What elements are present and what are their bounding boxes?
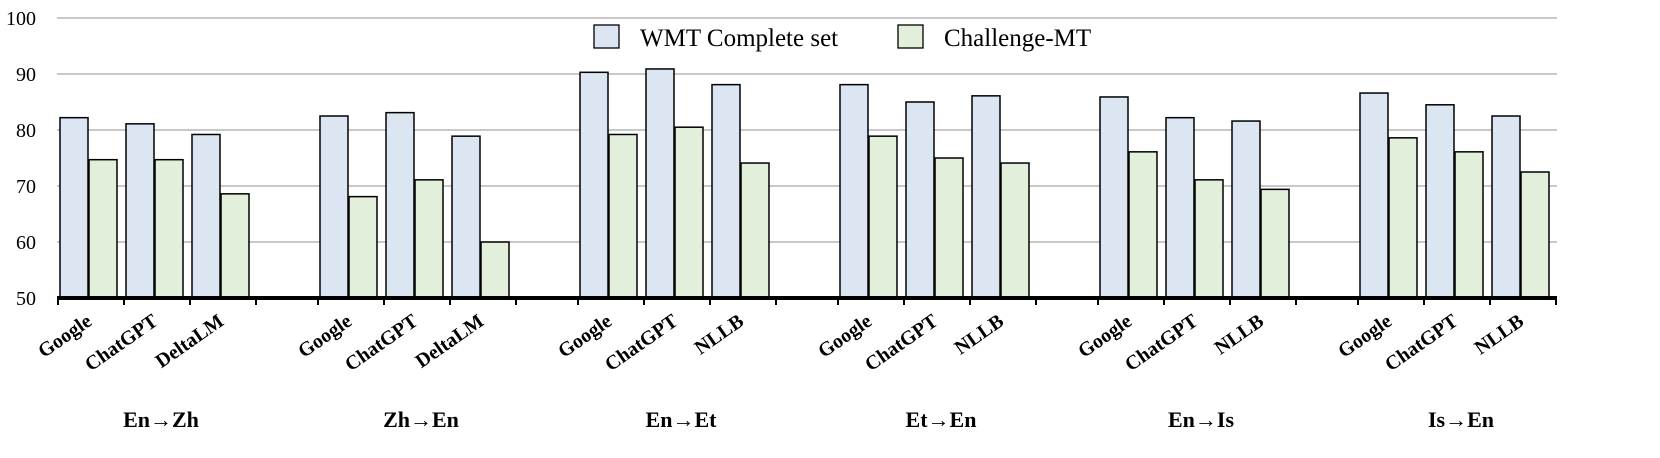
model-label: DeltaLM — [152, 310, 228, 373]
bar-wmt-complete-set — [839, 83, 869, 299]
legend-swatch — [593, 24, 620, 49]
model-label: DeltaLM — [412, 310, 488, 373]
bars — [59, 68, 1550, 299]
model-label: NLLB — [1471, 310, 1528, 359]
bar-wmt-complete-set — [125, 123, 155, 299]
model-label: NLLB — [951, 310, 1008, 359]
model-label: ChatGPT — [341, 310, 422, 376]
bar-challenge-mt — [1388, 137, 1418, 299]
bar-challenge-mt — [868, 135, 898, 299]
bar-wmt-complete-set — [1165, 116, 1195, 299]
bar-challenge-mt — [220, 193, 250, 299]
bar-challenge-mt — [1454, 151, 1484, 299]
legend-swatch — [897, 24, 924, 49]
legend: WMT Complete set Challenge-MT — [593, 24, 1091, 52]
bar-wmt-complete-set — [191, 133, 221, 299]
bar-wmt-complete-set — [1231, 120, 1261, 299]
bar-wmt-complete-set — [451, 135, 481, 299]
bar-challenge-mt — [88, 158, 118, 299]
bar-challenge-mt — [1520, 171, 1550, 299]
bar-challenge-mt — [348, 195, 378, 299]
y-tick-label: 50 — [16, 288, 36, 310]
bar-challenge-mt — [1194, 179, 1224, 299]
bar-challenge-mt — [934, 157, 964, 299]
group-label: Zh→En — [383, 407, 459, 432]
bar-wmt-complete-set — [1425, 104, 1455, 299]
model-label: NLLB — [691, 310, 748, 359]
gridlines — [57, 17, 1557, 243]
model-label: ChatGPT — [1381, 310, 1462, 376]
group-label: En→Et — [646, 407, 718, 432]
bar-wmt-complete-set — [1099, 96, 1129, 299]
bar-challenge-mt — [480, 241, 510, 299]
model-label: ChatGPT — [601, 310, 682, 376]
legend-label: Challenge-MT — [944, 25, 1091, 52]
y-tick-label: 80 — [16, 120, 36, 142]
bar-challenge-mt — [154, 158, 184, 299]
model-label: NLLB — [1211, 310, 1268, 359]
model-label: ChatGPT — [861, 310, 942, 376]
group-label: En→Zh — [123, 407, 199, 432]
legend-label: WMT Complete set — [640, 25, 838, 52]
bar-wmt-complete-set — [59, 116, 89, 299]
bar-wmt-complete-set — [579, 71, 609, 299]
bar-wmt-complete-set — [711, 83, 741, 299]
group-label: Is→En — [1428, 407, 1494, 432]
group-label: En→Is — [1168, 407, 1234, 432]
bar-challenge-mt — [1260, 188, 1290, 299]
bar-challenge-mt — [674, 126, 704, 299]
axes — [57, 296, 1557, 305]
bar-challenge-mt — [1000, 162, 1030, 299]
y-tick-label: 90 — [16, 64, 36, 86]
bar-wmt-complete-set — [319, 115, 349, 299]
bar-wmt-complete-set — [1359, 92, 1389, 299]
group-label: Et→En — [906, 407, 977, 432]
y-tick-label: 60 — [16, 232, 36, 254]
bar-wmt-complete-set — [971, 95, 1001, 299]
bar-wmt-complete-set — [1491, 115, 1521, 299]
y-tick-label: 70 — [16, 176, 36, 198]
bar-challenge-mt — [1128, 151, 1158, 299]
bar-challenge-mt — [414, 179, 444, 299]
bar-wmt-complete-set — [385, 111, 415, 299]
bar-challenge-mt — [608, 133, 638, 299]
y-tick-label: 100 — [6, 8, 36, 30]
bar-challenge-mt — [740, 162, 770, 299]
model-label: ChatGPT — [81, 310, 162, 376]
bar-wmt-complete-set — [905, 101, 935, 299]
model-label: ChatGPT — [1121, 310, 1202, 376]
bar-wmt-complete-set — [645, 68, 675, 299]
